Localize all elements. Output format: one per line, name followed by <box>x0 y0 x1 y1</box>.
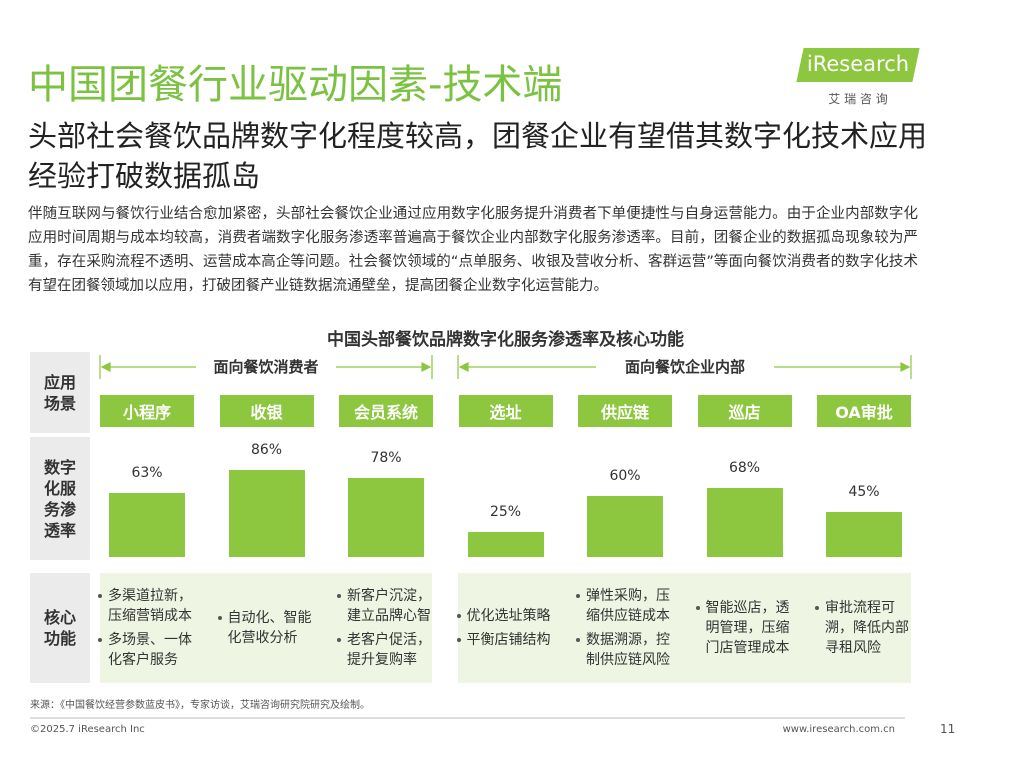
bar <box>587 496 663 557</box>
bar <box>228 470 305 557</box>
function-item: 多渠道拉新，压缩营销成本 <box>98 586 198 626</box>
function-item: 新客户沉淀，建立品牌心智 <box>337 586 437 626</box>
category-label: 选址 <box>458 395 553 427</box>
function-item: 弹性采购，压缩供应链成本 <box>576 586 676 626</box>
bar <box>109 493 185 557</box>
function-list: 弹性采购，压缩供应链成本 数据溯源，控制供应链风险 <box>576 573 676 683</box>
category-label: OA审批 <box>817 395 911 427</box>
value-label: 25% <box>489 503 522 520</box>
function-item: 优化选址策略 <box>456 606 557 626</box>
body-text: 伴随互联网与餐饮行业结合愈加紧密，头部社会餐饮企业通过应用数字化服务提升消费者下… <box>28 206 918 294</box>
value-label: 45% <box>848 483 880 500</box>
function-item: 智能巡店，透明管理，压缩门店管理成本 <box>695 598 796 658</box>
function-list: 多渠道拉新，压缩营销成本 多场景、一体化客户服务 <box>98 573 198 683</box>
row-label: 应用场景 <box>30 352 90 433</box>
category-label: 供应链 <box>578 395 672 427</box>
title: 中国团餐行业驱动因素-技术端 <box>28 62 563 108</box>
url: www.iresearch.com.cn <box>782 724 895 735</box>
category-label: 收银 <box>219 395 314 427</box>
group-label: 面向餐饮消费者 <box>213 358 319 376</box>
bar <box>826 511 902 557</box>
function-item: 多场景、一体化客户服务 <box>98 630 198 670</box>
value-label: 68% <box>728 460 761 477</box>
bar <box>467 531 544 557</box>
function-item: 数据溯源，控制供应链风险 <box>576 630 676 670</box>
row-label: 数字化服务渗透率 <box>30 437 90 560</box>
page-number: 11 <box>940 722 956 736</box>
group-label: 面向餐饮企业内部 <box>624 358 745 376</box>
value-label: 86% <box>250 442 283 459</box>
value-label: 60% <box>609 468 641 485</box>
function-item: 自动化、智能化营收分析 <box>217 608 314 648</box>
copyright: ©2025.7 iResearch Inc <box>30 724 145 735</box>
function-bg <box>100 573 432 683</box>
source: 来源：《中国餐饮经营参数蓝皮书》，专家访谈，艾瑞咨询研究院研究及绘制。 <box>30 700 370 711</box>
category-label: 小程序 <box>100 395 194 427</box>
function-bg <box>458 573 911 683</box>
category-label: 会员系统 <box>339 395 433 427</box>
function-list: 自动化、智能化营收分析 <box>217 573 314 683</box>
chart-title: 中国头部餐饮品牌数字化服务渗透率及核心功能 <box>327 330 684 350</box>
value-label: 78% <box>370 450 402 467</box>
function-list: 审批流程可溯，降低内部寻租风险 <box>815 573 915 683</box>
function-item: 平衡店铺结构 <box>456 630 557 650</box>
logo-cn: 艾 瑞 咨 询 <box>828 92 888 106</box>
function-list: 优化选址策略 平衡店铺结构 <box>456 573 557 683</box>
function-list: 智能巡店，透明管理，压缩门店管理成本 <box>695 573 796 683</box>
subtitle: 头部社会餐饮品牌数字化程度较高，团餐企业有望借其数字化技术应用经验打破数据孤岛 <box>28 119 928 193</box>
bar <box>348 478 424 557</box>
logo: iResearch <box>806 52 910 76</box>
category-label: 巡店 <box>697 395 792 427</box>
value-label: 63% <box>131 465 163 482</box>
bar <box>706 488 783 557</box>
row-label: 核心功能 <box>30 573 90 683</box>
function-list: 新客户沉淀，建立品牌心智 老客户促活，提升复购率 <box>337 573 437 683</box>
function-item: 老客户促活，提升复购率 <box>337 630 437 670</box>
function-item: 审批流程可溯，降低内部寻租风险 <box>815 598 915 658</box>
